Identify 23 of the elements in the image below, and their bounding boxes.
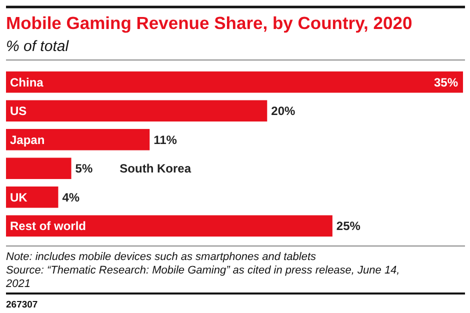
chart-title: Mobile Gaming Revenue Share, by Country, 2020: [6, 13, 412, 33]
y-tick-label: China: [10, 75, 44, 90]
data-label: 25%: [336, 219, 361, 234]
bar: [6, 215, 332, 237]
bar: [6, 100, 268, 122]
data-label: 35%: [434, 75, 458, 90]
data-label: 5%: [75, 162, 93, 176]
y-tick-label: Japan: [10, 132, 45, 147]
y-tick-label: Rest of world: [10, 219, 86, 234]
text: 267307: [6, 300, 38, 310]
y-tick-label: UK: [10, 190, 28, 204]
chart-subtitle: % of total: [6, 38, 70, 55]
bar: [6, 71, 463, 93]
bar: [6, 158, 72, 180]
bar: [6, 128, 150, 150]
data-label: 20%: [271, 104, 296, 118]
data-label: 4%: [62, 190, 80, 204]
y-tick-label: South Korea: [120, 162, 192, 176]
y-tick-label: US: [10, 104, 27, 118]
data-label: 11%: [154, 132, 178, 147]
text: Note: includes mobile devices such as smartphones and tablets: [6, 251, 317, 263]
source-note: Source: “Thematic Research: Mobile Gaming” as cited in press release, June 14, 2021: [5, 264, 400, 290]
bar: [6, 186, 58, 208]
